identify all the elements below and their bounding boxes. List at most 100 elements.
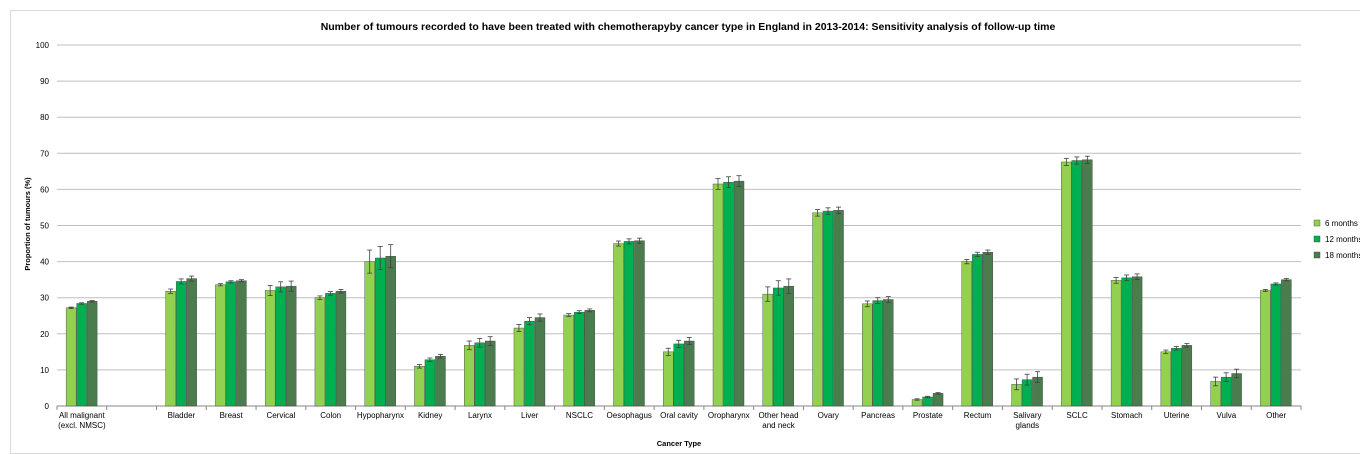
bar bbox=[584, 310, 595, 407]
bar bbox=[325, 293, 336, 407]
grid-lines bbox=[57, 44, 1301, 407]
x-category-label: Larynx bbox=[468, 411, 492, 420]
legend-swatch bbox=[1313, 251, 1321, 259]
bar bbox=[1160, 351, 1172, 407]
bar bbox=[883, 299, 894, 407]
bar bbox=[364, 261, 375, 407]
x-category-label: Ovary bbox=[818, 411, 839, 420]
x-category-label: Vulva bbox=[1217, 411, 1237, 420]
bar bbox=[534, 317, 546, 407]
bar bbox=[165, 291, 176, 407]
bar bbox=[1131, 276, 1143, 407]
y-tick-label: 90 bbox=[40, 77, 49, 86]
y-axis-ticks: 0 10 20 30 40 50 60 70 80 90 100 bbox=[36, 41, 50, 411]
legend: 6 months 12 months 18 months bbox=[1313, 219, 1360, 260]
x-category-label: NSCLC bbox=[566, 411, 593, 420]
bar bbox=[563, 314, 574, 407]
x-category-label: Other head bbox=[759, 411, 799, 420]
bar bbox=[623, 241, 635, 407]
bar bbox=[634, 240, 645, 407]
bar bbox=[673, 343, 684, 407]
bar bbox=[663, 351, 674, 407]
bar bbox=[464, 345, 475, 407]
bar bbox=[513, 327, 525, 407]
x-category-label: Kidney bbox=[418, 411, 442, 420]
x-category-label: Oral cavity bbox=[660, 411, 698, 420]
x-category-label: Oesophagus bbox=[607, 411, 652, 420]
bar bbox=[1281, 279, 1292, 407]
x-category-label: Cervical bbox=[266, 411, 295, 420]
bar bbox=[175, 281, 187, 407]
x-category-label: Bladder bbox=[168, 411, 196, 420]
y-tick-label: 80 bbox=[40, 113, 49, 122]
x-category-label: Stomach bbox=[1111, 411, 1143, 420]
bar bbox=[972, 254, 983, 407]
bar bbox=[723, 181, 734, 407]
bar bbox=[1061, 161, 1072, 407]
bar bbox=[712, 183, 724, 407]
bar bbox=[186, 278, 197, 407]
bar bbox=[236, 280, 247, 407]
bar bbox=[524, 320, 535, 407]
bar bbox=[812, 212, 823, 407]
bar bbox=[762, 293, 773, 407]
x-category-label: Salivary bbox=[1013, 411, 1041, 420]
bar bbox=[1260, 290, 1271, 407]
y-axis-label: Proportion of tumours (%) bbox=[23, 177, 32, 271]
bar bbox=[1121, 277, 1132, 407]
bar bbox=[833, 210, 844, 407]
y-tick-label: 10 bbox=[40, 366, 49, 375]
bar bbox=[574, 311, 585, 407]
x-axis-categories: All malignant(excl. NMSC) Bladder Breast Ce… bbox=[56, 406, 1302, 430]
bar bbox=[385, 255, 396, 407]
bar bbox=[613, 243, 624, 407]
x-category-label: glands bbox=[1016, 421, 1040, 430]
y-tick-label: 70 bbox=[40, 149, 49, 158]
bar bbox=[65, 307, 77, 407]
x-category-label: Liver bbox=[521, 411, 539, 420]
y-tick-label: 30 bbox=[40, 294, 49, 303]
legend-swatch bbox=[1313, 219, 1321, 227]
bar bbox=[1270, 283, 1282, 407]
y-tick-label: 60 bbox=[40, 185, 49, 194]
bar bbox=[862, 303, 873, 407]
bar bbox=[86, 301, 98, 407]
bar bbox=[485, 340, 496, 407]
bar bbox=[1181, 345, 1193, 407]
x-axis-label: Cancer Type bbox=[657, 439, 701, 448]
bar bbox=[76, 303, 87, 407]
x-category-label: SCLC bbox=[1066, 411, 1088, 420]
x-category-label: Uterine bbox=[1164, 411, 1190, 420]
x-category-label: Other bbox=[1266, 411, 1286, 420]
bar bbox=[872, 300, 883, 407]
x-category-label: Oropharynx bbox=[708, 411, 750, 420]
bar bbox=[215, 284, 226, 407]
bar bbox=[922, 396, 933, 407]
chart-title: Number of tumours recorded to have been … bbox=[321, 21, 1056, 33]
bar bbox=[822, 210, 834, 407]
x-category-label: (excl. NMSC) bbox=[58, 421, 106, 430]
bar bbox=[773, 287, 784, 407]
bar bbox=[982, 252, 994, 407]
y-tick-label: 20 bbox=[40, 330, 49, 339]
bar bbox=[961, 261, 973, 407]
legend-label: 6 months bbox=[1325, 219, 1358, 228]
x-category-label: Pancreas bbox=[861, 411, 895, 420]
bar bbox=[684, 340, 695, 407]
x-category-label: Prostate bbox=[913, 411, 943, 420]
x-category-label: Hypopharynx bbox=[357, 411, 404, 420]
bar bbox=[225, 281, 237, 407]
y-tick-label: 50 bbox=[40, 222, 49, 231]
bar bbox=[1110, 280, 1122, 407]
bar bbox=[314, 297, 326, 407]
x-category-label: and neck bbox=[762, 421, 795, 430]
bar bbox=[1231, 373, 1242, 407]
bars bbox=[65, 155, 1292, 407]
bar bbox=[285, 285, 297, 407]
x-category-label: Colon bbox=[320, 411, 341, 420]
bar bbox=[335, 291, 347, 407]
bar bbox=[1071, 160, 1083, 407]
bar bbox=[733, 180, 745, 407]
bar bbox=[435, 355, 446, 407]
bar bbox=[1082, 159, 1093, 407]
